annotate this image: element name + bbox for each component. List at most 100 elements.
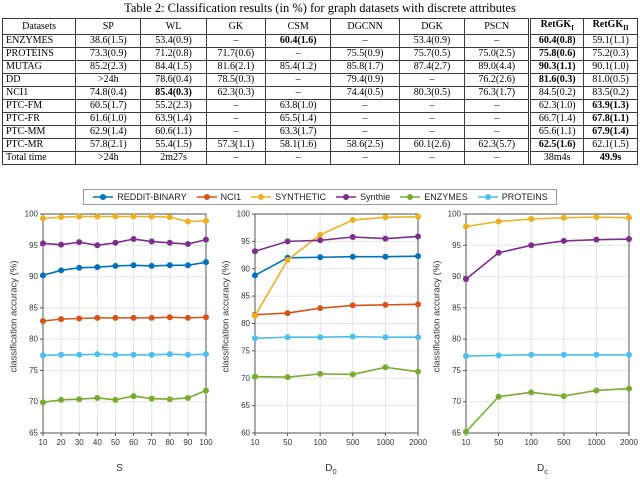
result-cell: – xyxy=(205,99,267,113)
result-cell: >24h xyxy=(75,151,142,165)
data-point xyxy=(130,213,137,220)
data-point xyxy=(40,272,46,279)
data-point xyxy=(184,314,191,321)
charts-row: classification accuracy (%) 10 20 30 40 50 60… xyxy=(0,209,640,477)
data-point xyxy=(284,238,291,245)
data-point xyxy=(40,240,46,247)
data-point xyxy=(58,214,65,221)
data-point xyxy=(528,242,535,249)
svg-text:85: 85 xyxy=(452,303,461,312)
data-point xyxy=(58,267,65,274)
data-point xyxy=(203,387,209,394)
svg-text:500: 500 xyxy=(557,438,571,447)
data-point xyxy=(94,394,101,401)
svg-text:50: 50 xyxy=(283,438,292,447)
chart-legend: REDDIT-BINARY NCI1 SYNTHETIC Synthie ENZYMES… xyxy=(83,189,557,205)
dataset-name: PTC-MR xyxy=(1,138,77,152)
svg-text:2000: 2000 xyxy=(409,438,427,447)
table-caption: Table 2: Classification results (in %) f… xyxy=(124,1,516,15)
data-point xyxy=(251,272,258,279)
result-cell: 71.7(0.6) xyxy=(205,47,267,61)
legend-marker-icon xyxy=(93,194,114,200)
data-point xyxy=(381,253,388,260)
data-point xyxy=(58,351,65,358)
data-point xyxy=(112,314,119,321)
result-cell: – xyxy=(265,86,332,100)
series-line-PROTEINS xyxy=(254,335,418,340)
svg-text:500: 500 xyxy=(346,438,360,447)
data-point xyxy=(626,214,632,221)
result-cell: 49.9s xyxy=(583,151,638,165)
data-point xyxy=(414,233,421,240)
col-header: DGK xyxy=(398,18,466,35)
plot-area: 10 50 100 500 1000 2000 60 65 70 75 80 85 90 95 100 xyxy=(228,209,427,461)
result-cell: 85.8(1.7) xyxy=(330,60,400,74)
svg-text:10: 10 xyxy=(39,438,48,447)
data-point xyxy=(184,394,191,401)
svg-text:80: 80 xyxy=(452,335,461,344)
svg-text:85: 85 xyxy=(29,303,38,312)
result-cell: 62.9(1.4) xyxy=(75,125,142,139)
result-cell: – xyxy=(330,112,400,126)
data-point xyxy=(166,239,173,246)
result-cell: – xyxy=(464,112,531,126)
result-cell: 83.5(0.2) xyxy=(583,86,638,100)
legend-label: NCI1 xyxy=(220,192,242,202)
table-row: MUTAG 85.2(2.3) 84.4(1.5) 81.6(2.1) 85.4(1.2… xyxy=(1,60,638,74)
svg-text:75: 75 xyxy=(241,346,250,355)
result-cell: 63.9(1.3) xyxy=(583,99,638,113)
svg-text:75: 75 xyxy=(452,366,461,375)
table-row: PTC-MM 62.9(1.4) 60.6(1.1) –63.3(1.7) – – –65.… xyxy=(1,125,638,139)
svg-text:95: 95 xyxy=(241,237,250,246)
result-cell: 57.3(1.1) xyxy=(205,138,267,152)
result-cell: 85.4(1.2) xyxy=(265,60,332,74)
svg-text:95: 95 xyxy=(29,241,38,250)
svg-text:60: 60 xyxy=(129,438,138,447)
svg-text:20: 20 xyxy=(57,438,66,447)
result-cell: 90.1(1.0) xyxy=(583,60,638,74)
data-point xyxy=(349,371,356,378)
result-cell: 65.5(1.4) xyxy=(265,112,332,126)
data-point xyxy=(316,334,323,341)
data-point xyxy=(381,334,388,341)
data-point xyxy=(166,396,173,403)
plot-area: 10 20 30 40 50 60 70 80 90 100 65 70 75 80 85 90 95 100 xyxy=(16,209,214,461)
data-point xyxy=(381,214,388,221)
result-cell: – xyxy=(265,47,332,61)
data-point xyxy=(495,218,502,225)
legend-item: NCI1 xyxy=(196,192,242,202)
data-point xyxy=(495,249,502,256)
x-axis-label: D0 xyxy=(325,463,337,476)
result-cell: 85.4(0.3) xyxy=(140,86,207,100)
data-point xyxy=(528,351,535,358)
figure: REDDIT-BINARY NCI1 SYNTHETIC Synthie ENZYMES… xyxy=(0,189,640,476)
data-point xyxy=(94,213,101,220)
svg-text:75: 75 xyxy=(29,366,38,375)
legend-marker-icon xyxy=(477,194,498,200)
result-cell: 76.3(1.7) xyxy=(464,86,531,100)
result-cell: 62.5(1.6) xyxy=(528,138,585,152)
svg-text:80: 80 xyxy=(165,438,174,447)
legend-item: SYNTHETIC xyxy=(250,192,326,202)
result-cell: 55.2(2.3) xyxy=(140,99,207,113)
svg-text:85: 85 xyxy=(241,292,250,301)
data-point xyxy=(495,393,502,400)
data-point xyxy=(349,333,356,340)
result-cell: 60.1(2.6) xyxy=(398,138,466,152)
table-row: PTC-FR 61.6(1.0) 63.9(1.4) –65.5(1.4) – – –66.… xyxy=(1,112,638,126)
data-point xyxy=(463,428,469,435)
data-point xyxy=(593,387,600,394)
result-cell: 55.4(1.5) xyxy=(140,138,207,152)
data-point xyxy=(593,236,600,243)
data-point xyxy=(349,233,356,240)
data-point xyxy=(130,236,137,243)
col-header: RetGKI xyxy=(528,18,585,35)
data-point xyxy=(560,237,567,244)
result-cell: 62.3(5.7) xyxy=(464,138,531,152)
svg-text:65: 65 xyxy=(452,429,461,438)
dataset-name: PTC-FR xyxy=(1,112,77,126)
data-point xyxy=(112,351,119,358)
data-point xyxy=(626,385,632,392)
result-cell: 62.1(1.5) xyxy=(583,138,638,152)
data-point xyxy=(58,396,65,403)
